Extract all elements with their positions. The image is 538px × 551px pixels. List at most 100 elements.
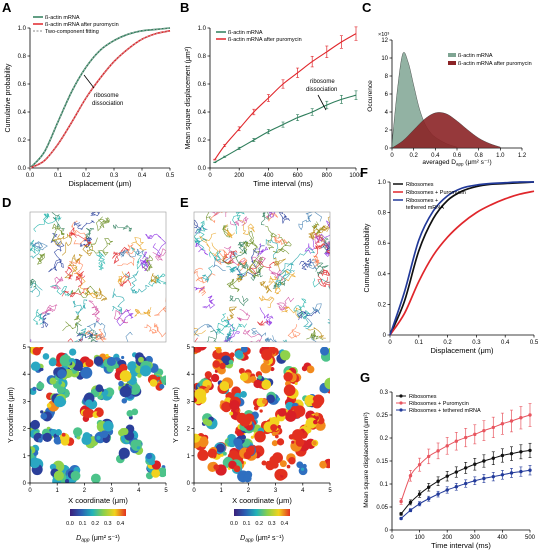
trajectory bbox=[320, 216, 330, 234]
panel-a-xtick-label: 0.0 bbox=[26, 173, 35, 179]
trajectory bbox=[304, 235, 316, 254]
trajectory bbox=[84, 330, 107, 340]
panel-f-legend-2: Ribosomes + Puromycin bbox=[406, 190, 466, 196]
dapp-blob bbox=[286, 464, 291, 469]
panel-letter-d: D bbox=[2, 195, 12, 210]
panel-a-annotation-arrow bbox=[83, 74, 95, 89]
panel-d-cbar-label-sub: app bbox=[81, 538, 90, 544]
panel-g-point bbox=[519, 416, 523, 420]
trajectory bbox=[112, 224, 132, 232]
dapp-blob bbox=[283, 384, 296, 397]
panel-d-trajectories bbox=[30, 212, 166, 342]
dapp-blob bbox=[300, 467, 305, 471]
dapp-blob bbox=[274, 434, 279, 439]
trajectory bbox=[257, 320, 269, 326]
panel-b-xtick-label: 1000 bbox=[349, 173, 363, 179]
trajectory bbox=[239, 239, 255, 254]
dapp-blob bbox=[277, 408, 287, 417]
panel-d-ytick-label: 0 bbox=[23, 481, 27, 487]
trajectory bbox=[88, 237, 113, 256]
panel-g-ytick-label: 0 bbox=[385, 528, 389, 534]
panel-g-point bbox=[445, 444, 449, 448]
dapp-blob bbox=[250, 435, 254, 439]
trajectory bbox=[152, 248, 166, 261]
panel-a-fit-2 bbox=[29, 30, 171, 169]
trajectory bbox=[274, 268, 292, 289]
trajectory bbox=[51, 223, 65, 245]
trajectory bbox=[308, 224, 322, 241]
trajectory bbox=[134, 307, 152, 317]
panel-e-ytick-label: 5 bbox=[187, 345, 191, 351]
panel-c-ytick-label: 4 bbox=[385, 110, 389, 116]
dapp-blob bbox=[57, 386, 65, 394]
panel-f-ylabel: Cumulative probability bbox=[364, 223, 371, 292]
panel-g-point bbox=[482, 476, 486, 481]
dapp-blob bbox=[81, 434, 92, 446]
trajectory bbox=[268, 265, 284, 281]
trajectory bbox=[327, 319, 330, 324]
dapp-blob bbox=[121, 355, 125, 360]
trajectory bbox=[321, 276, 330, 289]
panel-g-ytick-label: 0.3 bbox=[380, 390, 389, 396]
dapp-blob bbox=[59, 465, 64, 471]
trajectory bbox=[273, 258, 286, 271]
panel-g-point bbox=[427, 497, 431, 501]
dapp-blob bbox=[291, 440, 295, 444]
trajectory bbox=[320, 240, 330, 251]
panel-c-ytick-label: 2 bbox=[385, 128, 389, 134]
panel-g-ytick-label: 0.15 bbox=[376, 459, 388, 465]
panel-c-legend-2: ß-actin mRNA after puromycin bbox=[458, 61, 532, 67]
dapp-blob bbox=[96, 435, 101, 441]
dapp-blob bbox=[105, 353, 109, 358]
panel-e-cbar-tick: 0.0 bbox=[230, 521, 238, 527]
trajectory bbox=[272, 236, 292, 255]
dapp-blob bbox=[151, 460, 155, 465]
trajectory bbox=[112, 288, 125, 314]
dapp-blob bbox=[261, 379, 272, 390]
trajectory bbox=[199, 232, 219, 255]
trajectory bbox=[64, 266, 74, 280]
dapp-blob bbox=[58, 380, 62, 385]
dapp-blob bbox=[165, 382, 166, 385]
dapp-blob bbox=[69, 348, 77, 356]
panel-g-point bbox=[463, 466, 468, 470]
trajectory bbox=[259, 280, 272, 294]
trajectory bbox=[265, 225, 278, 251]
panel-c-xtick-label: 0 bbox=[390, 153, 394, 159]
trajectory bbox=[30, 239, 40, 254]
panel-a-xlabel: Displacement (μm) bbox=[68, 179, 132, 188]
panel-e-xlabel: X coordinate (μm) bbox=[232, 496, 292, 505]
panel-f-ytick-label: 0.6 bbox=[378, 241, 387, 247]
panel-g-point bbox=[427, 454, 431, 459]
panel-g-point bbox=[519, 469, 523, 474]
trajectory bbox=[223, 250, 238, 264]
dapp-blob bbox=[271, 431, 277, 437]
trajectory bbox=[30, 278, 37, 288]
panel-d-xtick-label: 1 bbox=[56, 488, 60, 494]
dapp-blob bbox=[100, 430, 109, 438]
trajectory bbox=[33, 212, 62, 232]
trajectory bbox=[210, 212, 227, 223]
panel-c-legend-1: ß-actin mRNA bbox=[458, 53, 493, 59]
dapp-blob bbox=[210, 373, 220, 383]
panel-c-xlabel-sub: app bbox=[456, 162, 464, 167]
dapp-blob bbox=[215, 443, 225, 453]
panel-e-ytick-label: 0 bbox=[187, 481, 191, 487]
dapp-blob bbox=[57, 369, 67, 379]
panel-b-chart: 0 200 400 600 800 1000 0.0 0.2 0.4 0.6 0.8 1.0 Mean… bbox=[185, 26, 363, 188]
panel-g-ylabel: Mean square displacement (μm²) bbox=[363, 412, 370, 508]
dapp-blob bbox=[85, 408, 95, 418]
panel-g-xtick-label: 100 bbox=[415, 535, 426, 541]
panel-e-xtick-label: 1 bbox=[220, 488, 224, 494]
panel-d-cbar-tick: 0.2 bbox=[91, 521, 99, 527]
panel-e-ylabel: Y coordinate (μm) bbox=[173, 387, 180, 443]
panel-f-series-2 bbox=[389, 190, 535, 336]
trajectory bbox=[314, 234, 326, 250]
panel-e-cbar-label-sub: app bbox=[245, 538, 254, 544]
dapp-blob bbox=[319, 460, 328, 469]
trajectory bbox=[50, 232, 65, 267]
dapp-blob bbox=[221, 401, 232, 413]
dapp-blob bbox=[139, 365, 152, 377]
trajectory bbox=[289, 248, 316, 272]
dapp-blob bbox=[80, 366, 93, 379]
